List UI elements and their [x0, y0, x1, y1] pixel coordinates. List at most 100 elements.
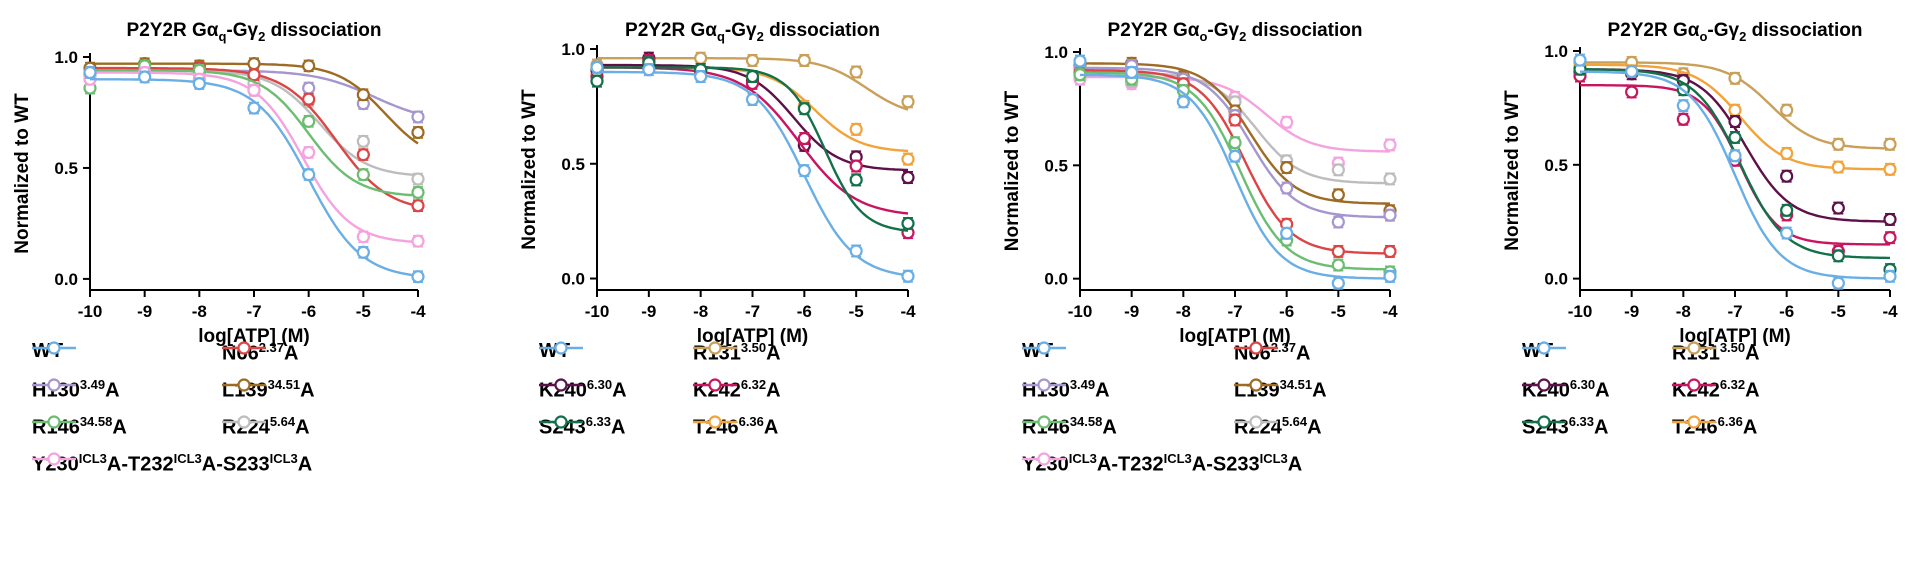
legend-marker-icon: [222, 415, 266, 429]
data-point-n66: [247, 68, 261, 82]
legend-marker-icon: [32, 452, 76, 466]
data-point-r224: [1331, 163, 1345, 177]
data-point-wt: [1573, 53, 1587, 67]
data-point-wt: [247, 101, 261, 115]
data-point-r131: [901, 95, 915, 109]
data-point-h130: [1331, 215, 1345, 229]
y-tick-label: 0.5: [1044, 156, 1068, 175]
legend-marker-icon: [1022, 378, 1066, 392]
legend-marker-icon: [693, 378, 737, 392]
x-tick-label: -8: [1176, 302, 1191, 321]
chart-svg: P2Y2R Gαq-Gγ2 dissociation -10 -9 -8 -7 -6 -5 -…: [12, 20, 426, 347]
x-tick-label: -4: [1882, 302, 1898, 321]
legend-marker-icon: [539, 378, 583, 392]
data-point-wt: [1780, 226, 1794, 240]
data-point-t246: [1883, 162, 1897, 176]
x-tick-label: -7: [1227, 302, 1242, 321]
legend-item-y230: Y230ICL3A-T232ICL3A-S233ICL3A: [1022, 451, 1302, 477]
legend-marker-icon: [539, 341, 583, 355]
legend-label: Y230ICL3A-T232ICL3A-S233ICL3A: [1022, 451, 1303, 476]
x-tick-label: -5: [849, 302, 864, 321]
legend-marker-icon: [1522, 341, 1566, 355]
data-point-n66: [302, 92, 316, 106]
data-point-n66: [1228, 113, 1242, 127]
data-point-h130: [411, 110, 425, 124]
x-tick-label: -8: [693, 302, 708, 321]
y-axis-title: Normalized to WT: [519, 89, 540, 250]
y-axis-title: Normalized to WT: [1002, 90, 1023, 251]
data-point-wt: [642, 63, 656, 77]
data-point-s243: [1728, 130, 1742, 145]
data-point-r146: [1228, 136, 1242, 150]
legend-marker-icon: [693, 341, 737, 355]
data-point-k240: [901, 170, 915, 185]
data-point-wt: [1383, 269, 1397, 283]
y-tick-label: 0.0: [54, 270, 78, 289]
data-point-y230: [411, 234, 425, 248]
legend-marker-icon: [222, 378, 266, 392]
legend-marker-icon: [693, 415, 737, 429]
data-point-wt: [1073, 54, 1087, 68]
data-point-r146: [1331, 258, 1345, 272]
data-point-l139: [1280, 161, 1294, 175]
data-point-l139: [302, 59, 316, 73]
legend-marker-icon: [32, 415, 76, 429]
data-point-wt: [1676, 99, 1690, 113]
x-axis-title: log[ATP] (M): [1679, 326, 1791, 347]
y-tick-label: 0.0: [561, 270, 585, 289]
chart-svg: P2Y2R Gαo-Gγ2 dissociation -10 -9 -8 -7 -6 -5 -…: [1002, 20, 1398, 347]
x-tick-label: -7: [745, 302, 760, 321]
data-point-r224: [411, 172, 425, 186]
data-point-s243: [590, 74, 604, 88]
chart-panel-go-a: P2Y2R Gαo-Gγ2 dissociation -10 -9 -8 -7 -6 -5 -…: [980, 0, 1430, 586]
legend-marker-icon: [539, 415, 583, 429]
data-point-k242: [797, 131, 811, 146]
data-point-k242: [1676, 112, 1690, 126]
data-point-wt: [590, 60, 604, 74]
y-tick-label: 1.0: [561, 40, 585, 59]
legend-item-s243: S2436.33A: [539, 414, 625, 440]
data-point-s243: [1831, 249, 1845, 263]
legend-marker-icon: [1234, 415, 1278, 429]
data-point-y230: [1383, 138, 1397, 152]
legend-item-n66: N662.37A: [222, 340, 298, 366]
chart-title: P2Y2R Gαo-Gγ2 dissociation: [1108, 20, 1363, 44]
x-tick-label: -6: [797, 302, 812, 321]
x-axis-title: log[ATP] (M): [1179, 326, 1291, 347]
data-point-s243: [797, 102, 811, 116]
legend-item-h130: H1303.49A: [1022, 377, 1110, 403]
data-point-l139: [356, 88, 370, 102]
data-point-s243: [849, 173, 863, 187]
y-tick-label: 0.5: [1544, 156, 1568, 175]
data-point-k240: [1780, 169, 1794, 183]
data-point-k240: [1728, 114, 1742, 129]
data-point-wt: [1883, 269, 1897, 283]
data-point-y230: [247, 83, 261, 97]
x-tick-label: -9: [1124, 302, 1139, 321]
data-point-r131: [1831, 137, 1845, 151]
y-tick-label: 0.5: [561, 155, 585, 174]
data-point-wt: [411, 270, 425, 284]
legend-item-wt: WT: [32, 340, 76, 363]
chart-panel-gq-a: P2Y2R Gαq-Gγ2 dissociation -10 -9 -8 -7 -6 -5 -…: [0, 0, 450, 586]
data-point-r146: [302, 114, 316, 128]
x-tick-label: -5: [1331, 302, 1346, 321]
data-point-l139: [1331, 188, 1345, 202]
legend-marker-icon: [1672, 378, 1716, 392]
x-tick-label: -7: [246, 302, 261, 321]
legend-marker-icon: [32, 341, 76, 355]
y-tick-label: 1.0: [1044, 43, 1068, 62]
data-point-wt: [694, 69, 708, 84]
data-point-h130: [1280, 181, 1294, 195]
data-point-wt: [849, 244, 863, 258]
legend-marker-icon: [1022, 341, 1066, 355]
data-point-wt: [901, 269, 915, 283]
data-point-s243: [1780, 203, 1794, 217]
legend-item-r146: R14634.58A: [1022, 414, 1117, 440]
legend-marker-icon: [1672, 341, 1716, 355]
x-tick-label: -4: [410, 302, 426, 321]
chart-panel-go-b: P2Y2R Gαo-Gγ2 dissociation -10 -9 -8 -7 -6 -5 -…: [1470, 0, 1920, 586]
y-tick-label: 1.0: [1544, 42, 1568, 61]
data-point-wt: [138, 70, 152, 84]
x-tick-label: -10: [585, 302, 610, 321]
